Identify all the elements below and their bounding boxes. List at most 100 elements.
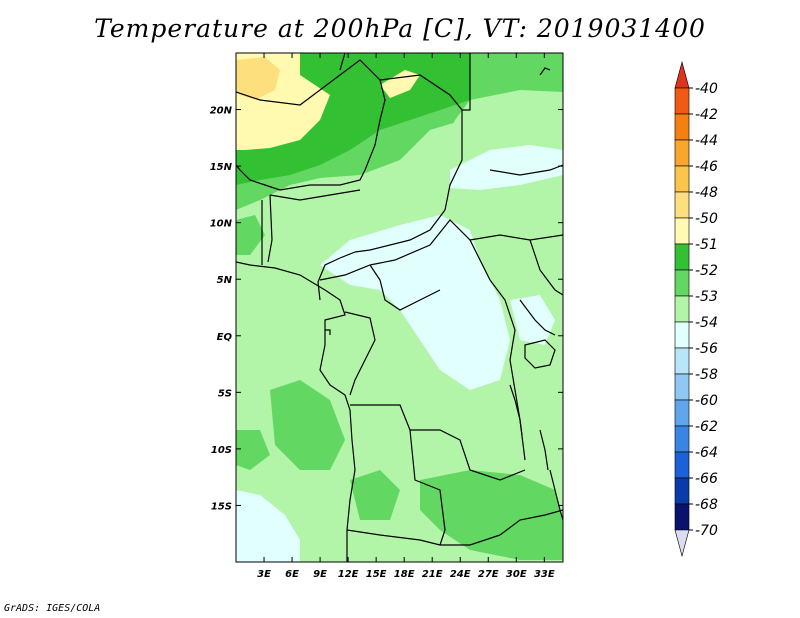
colorbar-swatch <box>674 243 690 271</box>
border-chad-sudan <box>354 209 446 253</box>
colorbar-label: -54 <box>695 315 718 331</box>
colorbar-label: -46 <box>695 159 718 175</box>
colorbar-label: -62 <box>695 419 718 435</box>
colorbar-swatch <box>674 425 690 453</box>
colorbar-swatch <box>674 399 690 427</box>
lon-tick-label: 18E <box>394 569 415 580</box>
border-east-1 <box>489 164 563 176</box>
lon-tick-label: 21E <box>422 569 443 580</box>
lon-tick-label: 27E <box>478 569 499 580</box>
border-lake-malawi <box>539 429 549 471</box>
border-west-2 <box>267 194 273 263</box>
colorbar-swatch <box>674 347 690 375</box>
colorbar-label: -40 <box>695 81 718 97</box>
boundaries <box>236 53 563 562</box>
lon-tick-label: 15E <box>366 569 387 580</box>
lon-tick-label: 24E <box>450 569 471 580</box>
lon-tick-label: 12E <box>338 569 359 580</box>
colorbar-label: -52 <box>695 263 718 279</box>
colorbar-swatch <box>674 451 690 479</box>
colorbar-label: -58 <box>695 367 718 383</box>
field-cyan-east <box>450 145 563 190</box>
colorbar-swatch <box>674 503 690 531</box>
field-cyan-sw <box>236 490 300 562</box>
lon-tick-label: 6E <box>285 569 299 580</box>
colorbar-label: -60 <box>695 393 718 409</box>
border-sinai <box>539 67 551 76</box>
border-gulf-guinea-island <box>325 329 331 335</box>
border-east-3 <box>529 239 563 296</box>
field-yellow-light-2 <box>380 70 420 98</box>
colorbar-label: -50 <box>695 211 718 227</box>
field-green-south-3 <box>236 430 270 470</box>
field-green-south-4 <box>350 470 400 520</box>
border-sahara-2 <box>339 53 346 71</box>
colorbar-label: -56 <box>695 341 718 357</box>
coastline-west-africa <box>236 261 356 562</box>
border-egypt-sudan <box>462 53 471 111</box>
colorbar-swatch <box>674 217 690 245</box>
colorbar-swatch <box>674 269 690 297</box>
border-east-4 <box>519 299 556 336</box>
colorbar-swatch <box>674 139 690 167</box>
field-green-south-2 <box>420 470 563 560</box>
colorbar-label: -66 <box>695 471 718 487</box>
border-east-coast <box>549 469 563 521</box>
map-title: Temperature at 200hPa [C], VT: 201903140… <box>94 14 706 43</box>
border-nigeria-cameroon <box>317 251 356 301</box>
border-angola-zambia <box>409 429 446 546</box>
border-lake-tanganyika <box>509 384 523 436</box>
border-sahara-1 <box>236 59 386 171</box>
colorbar-swatch <box>674 295 690 323</box>
lat-tick-label: 15S <box>211 501 232 512</box>
lat-tick-label: 10S <box>211 445 232 456</box>
lon-tick-label: 33E <box>534 569 555 580</box>
lon-tick-label: 9E <box>313 569 327 580</box>
lon-tick-label: 30E <box>506 569 527 580</box>
colorbar-label: -53 <box>695 289 718 305</box>
colorbar-swatch <box>674 191 690 219</box>
longitude-axis: 3E 6E 9E 12E 15E 18E 21E 24E 27E 30E 33E <box>257 53 555 580</box>
border-drc-west <box>344 311 376 396</box>
colorbar-label: -51 <box>695 237 718 253</box>
border-east-2 <box>469 234 563 241</box>
lat-tick-label: 20N <box>210 106 233 117</box>
lat-tick-label: 15N <box>210 162 233 173</box>
field-green-south-1 <box>270 380 345 470</box>
border-south-east <box>499 509 563 536</box>
colorbar-label: -42 <box>695 107 718 123</box>
latitude-axis: 20N 15N 10N 5N EQ 5S 10S 15S <box>210 106 563 512</box>
colorbar-label: -70 <box>695 523 718 539</box>
colorbar-label: -68 <box>695 497 718 513</box>
colorbar-swatch <box>674 87 690 115</box>
colorbar-swatch <box>674 60 690 89</box>
colorbar-swatch <box>674 373 690 401</box>
colorbar: -40 -42 -44 -46 -48 -50 -51 -52 -53 -54 -56 -58 -60 -… <box>674 60 718 558</box>
lat-tick-label: EQ <box>217 332 233 343</box>
lat-tick-label: 5N <box>217 275 233 286</box>
border-car <box>319 219 491 281</box>
field-yellow <box>236 57 280 100</box>
lon-tick-label: 3E <box>257 569 271 580</box>
plot-frame <box>235 52 564 563</box>
colorbar-swatch <box>674 165 690 193</box>
border-car-south <box>369 264 441 311</box>
border-nigeria-north <box>269 189 361 201</box>
border-angola-namibia <box>346 529 501 546</box>
colorbar-label: -44 <box>695 133 718 149</box>
border-drc-south <box>350 404 526 481</box>
border-chad-niger <box>236 164 366 191</box>
colorbar-swatch <box>674 529 690 558</box>
field-cyan-east-small <box>510 295 555 345</box>
colorbar-swatch <box>674 113 690 141</box>
colorbar-label: -64 <box>695 445 718 461</box>
footer-credit: GrADS: IGES/COLA <box>4 603 101 614</box>
colorbar-swatch <box>674 477 690 505</box>
border-lake-victoria <box>524 339 556 369</box>
colorbar-label: -48 <box>695 185 718 201</box>
field-green-west <box>236 215 265 255</box>
lat-tick-label: 10N <box>210 219 233 230</box>
temperature-field <box>236 53 563 562</box>
lat-tick-label: 5S <box>218 388 232 399</box>
